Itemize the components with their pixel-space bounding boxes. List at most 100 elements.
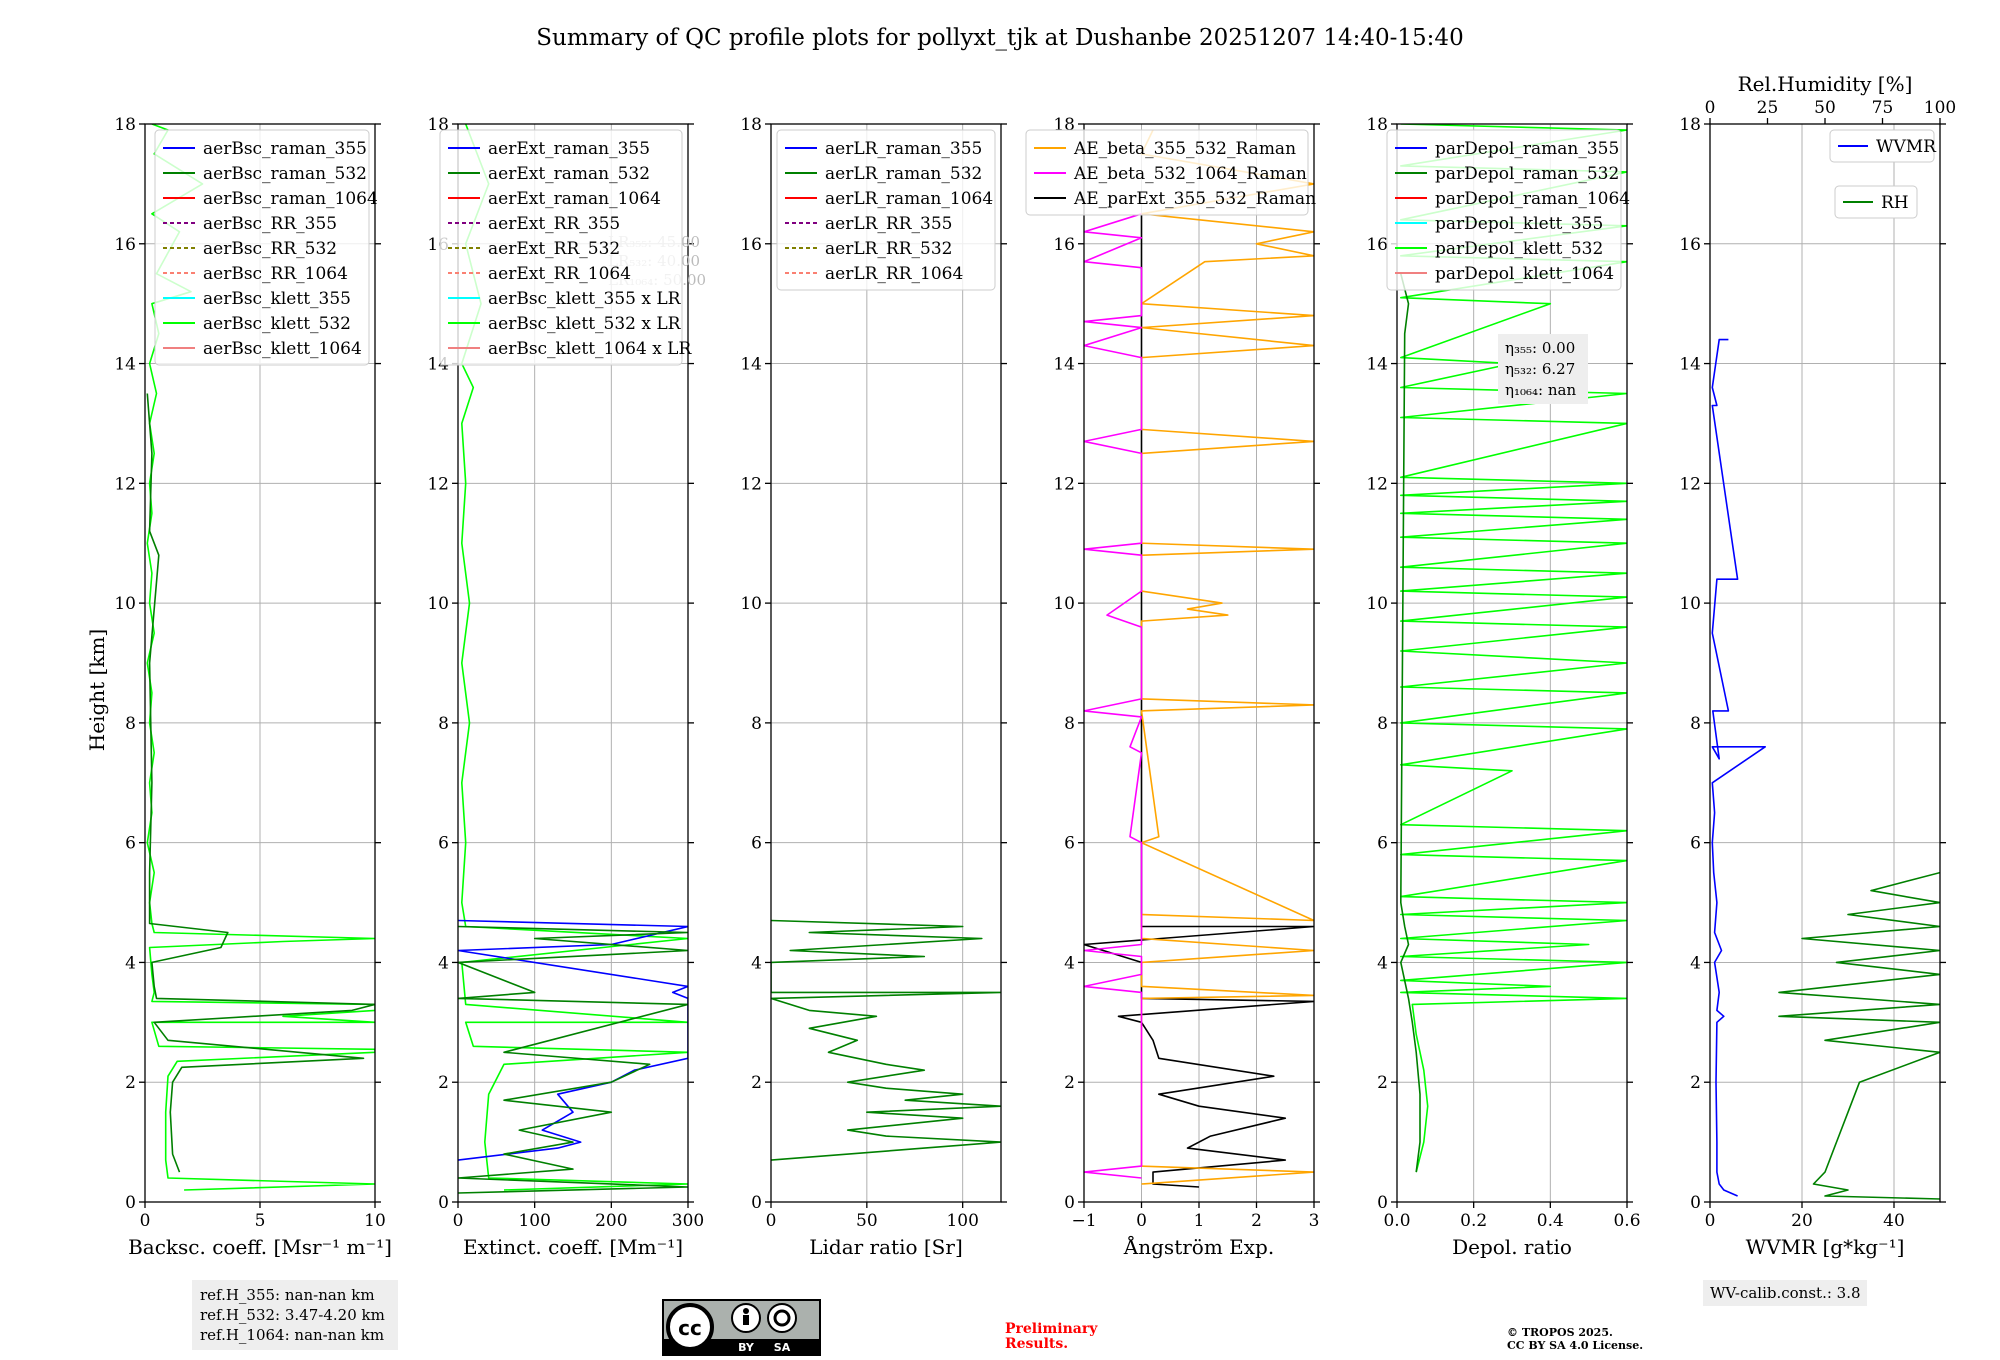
copyright-line2: CC BY SA 4.0 License. (1507, 1339, 1643, 1352)
y-tick-label: 10 (114, 594, 136, 614)
x-tick-label: 300 (672, 1211, 704, 1231)
y-tick-label: 8 (1690, 714, 1701, 734)
series-aerExt_raman_355 (458, 919, 688, 1161)
legend: aerLR_raman_355 aerLR_raman_532 aerLR_rama… (776, 129, 996, 291)
legend-label: parDepol_klett_532 (1435, 239, 1603, 259)
y-tick-label: 14 (1366, 355, 1388, 375)
y-tick-label: 18 (1679, 115, 1701, 135)
series-group (1711, 338, 1940, 1200)
y-tick-label: 16 (1053, 235, 1075, 255)
legend-box (1829, 129, 1935, 163)
legend-label: AE_parExt_355_532_Raman (1073, 189, 1316, 209)
legend-label: aerLR_RR_355 (825, 214, 952, 234)
y-tick-label: 8 (751, 714, 762, 734)
series-AE_beta_532_1064_Raman (1084, 213, 1143, 1179)
legend: aerExt_raman_355 aerExt_raman_532 aerExt_r… (439, 129, 692, 366)
plot-frame (1396, 123, 1628, 1203)
copyright-line1: © TROPOS 2025. (1507, 1326, 1613, 1339)
sa-share-arc (773, 1309, 791, 1327)
legend-box (154, 129, 370, 366)
y-tick-label: 12 (1053, 474, 1075, 494)
wv-calib-bg (1703, 1280, 1867, 1306)
wv-calib-const: WV-calib.const.: 3.8 (1710, 1284, 1861, 1302)
series-group (458, 124, 688, 1194)
series-aerLR_raman_532 (771, 919, 1001, 1161)
y-tick-label: 6 (1377, 834, 1388, 854)
x-tick-label: 0.6 (1613, 1211, 1640, 1231)
y-tick-label: 2 (1064, 1073, 1075, 1093)
x-tick-label: 5 (255, 1211, 266, 1231)
y-tick-label: 0 (1064, 1193, 1075, 1213)
eta-annotation-box: η₃₅₅: 0.00 η₅₃₂: 6.27 η₁₀₆₄: nan (1498, 334, 1588, 404)
series-parDepol_klett_532 (1400, 124, 1627, 1173)
y-tick-label: 6 (1690, 834, 1701, 854)
legend-label: AE_beta_355_532_Raman (1073, 139, 1296, 159)
preliminary-line1: Preliminary (1005, 1321, 1098, 1337)
y-tick-label: 8 (438, 714, 449, 734)
series-aerExt_raman_532 (458, 925, 688, 1194)
x-axis-label: Extinct. coeff. [Mm⁻¹] (463, 1235, 683, 1259)
legend-WVMR: WVMR (1829, 129, 1937, 163)
panel-bsc: 0 2 4 6 8 10 12 14 16 18 0 5 10 Backsc. coeff. [Msr⁻¹… (114, 115, 392, 1259)
wv-calib-box: WV-calib.const.: 3.8 (1703, 1280, 1867, 1306)
legend-label: aerBsc_RR_1064 (203, 264, 348, 284)
x-tick-label: 0 (140, 1211, 151, 1231)
y-tick-label: 18 (114, 115, 136, 135)
y-tick-label: 6 (438, 834, 449, 854)
x-tick-label: 40 (1883, 1211, 1905, 1231)
x-axis-label: Depol. ratio (1452, 1235, 1572, 1259)
legend-label: aerLR_raman_1064 (825, 189, 993, 209)
x2-tick-label: 100 (1924, 98, 1956, 118)
y-tick-label: 12 (1679, 474, 1701, 494)
x-tick-label: 20 (1791, 1211, 1813, 1231)
y-tick-label: 0 (1690, 1193, 1701, 1213)
x2-tick-label: 50 (1814, 98, 1836, 118)
y-tick-label: 12 (114, 474, 136, 494)
x-tick-label: 50 (856, 1211, 878, 1231)
legend-label: aerLR_RR_532 (825, 239, 952, 259)
y-tick-label: 6 (751, 834, 762, 854)
x2-axis-label: Rel.Humidity [%] (1738, 72, 1913, 96)
y-tick-label: 4 (751, 953, 762, 973)
y-tick-label: 4 (1064, 953, 1075, 973)
series-aerBsc_raman_532 (146, 393, 375, 1173)
legend: parDepol_raman_355 parDepol_raman_532 parD… (1386, 129, 1630, 291)
x-axis-label: Lidar ratio [Sr] (809, 1235, 963, 1259)
x-tick-label: 0 (1136, 1211, 1147, 1231)
y-tick-label: 0 (1377, 1193, 1388, 1213)
y-tick-label: 16 (740, 235, 762, 255)
panel-depol: 0 2 4 6 8 10 12 14 16 18 0.0 0.2 0.4 0.6 Depol. ratio p… (1366, 115, 1640, 1259)
ref-height-355: ref.H_355: nan-nan km (200, 1286, 375, 1304)
y-tick-label: 4 (1690, 953, 1701, 973)
series-group (771, 919, 1001, 1161)
y-tick-label: 18 (1366, 115, 1388, 135)
plot-frame (457, 123, 689, 1203)
legend-label: parDepol_raman_532 (1435, 164, 1619, 184)
y-tick-label: 0 (751, 1193, 762, 1213)
legend-label: parDepol_klett_1064 (1435, 264, 1614, 284)
y-axis-label: Height [km] (85, 629, 109, 751)
legend-label: aerBsc_klett_355 (203, 289, 351, 309)
legend-label: aerBsc_klett_1064 x LR (488, 339, 692, 359)
y-tick-label: 0 (125, 1193, 136, 1213)
y-tick-label: 8 (1377, 714, 1388, 734)
cc-icon-text: cc (678, 1316, 702, 1340)
ref-heights-box: ref.H_355: nan-nan km ref.H_532: 3.47-4.… (192, 1280, 398, 1350)
legend-label: aerBsc_klett_532 x LR (488, 314, 682, 334)
figure-title: Summary of QC profile plots for pollyxt_… (536, 25, 1463, 51)
y-tick-label: 14 (1053, 355, 1075, 375)
eta-value: η₁₀₆₄: nan (1505, 381, 1576, 399)
y-tick-label: 6 (125, 834, 136, 854)
x-tick-label: 0.0 (1383, 1211, 1410, 1231)
y-tick-label: 16 (1366, 235, 1388, 255)
legend-label: aerBsc_RR_532 (203, 239, 337, 259)
preliminary-line2: Results. (1005, 1336, 1068, 1352)
y-tick-label: 10 (740, 594, 762, 614)
eta-box-bg (1498, 334, 1588, 404)
y-tick-label: 4 (438, 953, 449, 973)
by-label: BY (738, 1341, 755, 1354)
by-person-body (743, 1315, 749, 1325)
y-tick-label: 6 (1064, 834, 1075, 854)
panel-lr: 0 2 4 6 8 10 12 14 16 18 0 50 100 Lidar ratio [Sr] aer… (740, 115, 1007, 1259)
x-tick-label: 0 (453, 1211, 464, 1231)
